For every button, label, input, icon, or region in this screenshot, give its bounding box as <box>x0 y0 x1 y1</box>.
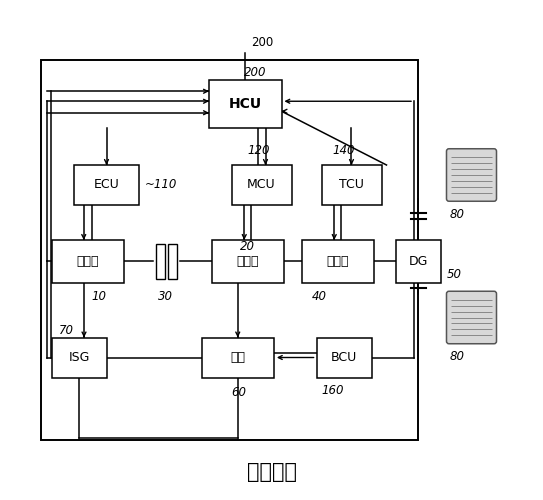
Bar <box>52 240 124 282</box>
Text: 80: 80 <box>450 208 464 222</box>
Text: BCU: BCU <box>331 351 357 364</box>
Text: 50: 50 <box>446 268 462 281</box>
Text: ~110: ~110 <box>144 178 177 192</box>
Bar <box>301 240 374 282</box>
Text: HCU: HCU <box>229 97 262 111</box>
Text: MCU: MCU <box>247 178 276 192</box>
Text: 30: 30 <box>157 290 173 302</box>
Text: DG: DG <box>408 255 428 268</box>
Text: 120: 120 <box>248 144 270 156</box>
Text: 160: 160 <box>321 384 344 398</box>
Text: 80: 80 <box>450 350 464 362</box>
Bar <box>41 60 418 440</box>
Bar <box>321 165 382 205</box>
Bar <box>52 338 106 378</box>
Bar <box>74 165 139 205</box>
Text: 电动机: 电动机 <box>237 255 259 268</box>
Text: 40: 40 <box>312 290 326 302</box>
FancyBboxPatch shape <box>446 291 496 344</box>
Text: 电池: 电池 <box>230 351 245 364</box>
Text: ECU: ECU <box>93 178 119 192</box>
Text: 200: 200 <box>251 36 274 49</box>
FancyBboxPatch shape <box>446 149 496 201</box>
Text: 变速器: 变速器 <box>326 255 349 268</box>
Text: 相关技术: 相关技术 <box>247 462 296 482</box>
Bar <box>168 244 178 279</box>
Bar <box>201 338 274 378</box>
Text: TCU: TCU <box>339 178 364 192</box>
Bar <box>231 165 292 205</box>
Text: 140: 140 <box>332 144 355 156</box>
Bar <box>155 244 165 279</box>
Bar <box>395 240 440 282</box>
Bar <box>212 240 284 282</box>
Text: 200: 200 <box>244 66 267 79</box>
Text: 10: 10 <box>92 290 106 302</box>
Text: ISG: ISG <box>68 351 90 364</box>
Text: 发动机: 发动机 <box>77 255 99 268</box>
Text: 20: 20 <box>239 240 255 252</box>
Text: 70: 70 <box>59 324 74 336</box>
Bar <box>317 338 371 378</box>
Text: 60: 60 <box>231 386 247 399</box>
Bar <box>209 80 281 128</box>
